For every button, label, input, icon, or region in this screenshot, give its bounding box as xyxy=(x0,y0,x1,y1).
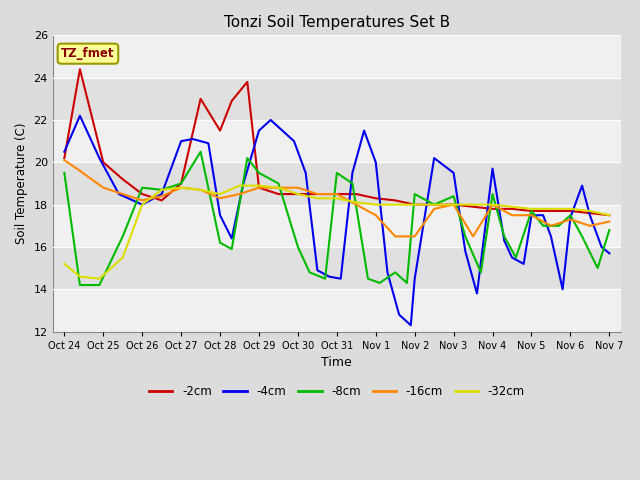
Y-axis label: Soil Temperature (C): Soil Temperature (C) xyxy=(15,123,28,244)
Bar xyxy=(52,36,621,78)
Bar xyxy=(52,78,621,120)
Bar xyxy=(52,204,621,247)
Bar xyxy=(52,162,621,204)
Bar xyxy=(52,247,621,289)
X-axis label: Time: Time xyxy=(321,356,352,369)
Title: Tonzi Soil Temperatures Set B: Tonzi Soil Temperatures Set B xyxy=(224,15,450,30)
Bar xyxy=(52,120,621,162)
Text: TZ_fmet: TZ_fmet xyxy=(61,47,115,60)
Legend: -2cm, -4cm, -8cm, -16cm, -32cm: -2cm, -4cm, -8cm, -16cm, -32cm xyxy=(144,380,529,403)
Bar xyxy=(52,289,621,332)
